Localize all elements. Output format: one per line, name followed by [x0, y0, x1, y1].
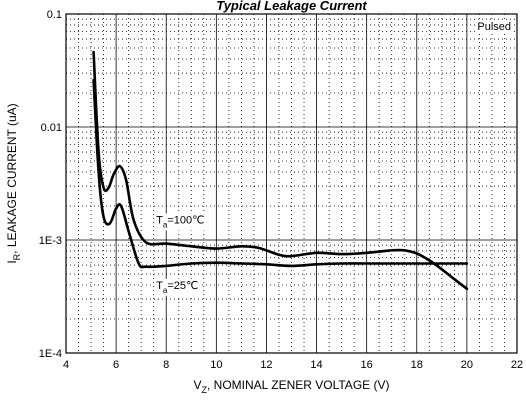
x-tick-label: 16: [361, 359, 373, 371]
y-tick-label: 0.01: [41, 122, 62, 134]
tick-labels: 4 6 8 10 12 14 16 18 20 22 0.1 0.01 1E-3 1E-4: [39, 9, 523, 371]
x-tick-label: 12: [260, 359, 272, 371]
t100-label-background: [154, 213, 207, 231]
series-label-t100: Ta=100℃: [156, 214, 204, 229]
y-tick-label: 1E-3: [39, 235, 62, 247]
series-group: [92, 50, 469, 291]
y-tick-label: 1E-4: [39, 348, 62, 360]
x-axis-label: VZ, NOMINAL ZENER VOLTAGE (V): [194, 378, 390, 395]
y-axis-label: IR, LEAKAGE CURRENT (uA): [5, 103, 22, 263]
x-tick-label: 4: [63, 359, 69, 371]
chart-title: Typical Leakage Current: [216, 0, 367, 13]
t25-label-background: [154, 278, 201, 296]
x-tick-label: 18: [411, 359, 423, 371]
plot-frame: [65, 13, 518, 354]
pulsed-label-background: [475, 20, 513, 34]
x-tick-label: 14: [310, 359, 322, 371]
y-tick-label: 0.1: [47, 9, 62, 21]
x-tick-label: 8: [163, 359, 169, 371]
grid: [66, 14, 517, 353]
series-label-t25: Ta=25℃: [156, 280, 198, 295]
x-tick-label: 20: [461, 359, 473, 371]
x-tick-label: 6: [113, 359, 119, 371]
x-tick-label: 22: [511, 359, 523, 371]
series-line-t100: [92, 50, 469, 291]
series-line-t25: [92, 78, 469, 269]
pulsed-label: Pulsed: [477, 21, 511, 33]
x-tick-label: 10: [210, 359, 222, 371]
